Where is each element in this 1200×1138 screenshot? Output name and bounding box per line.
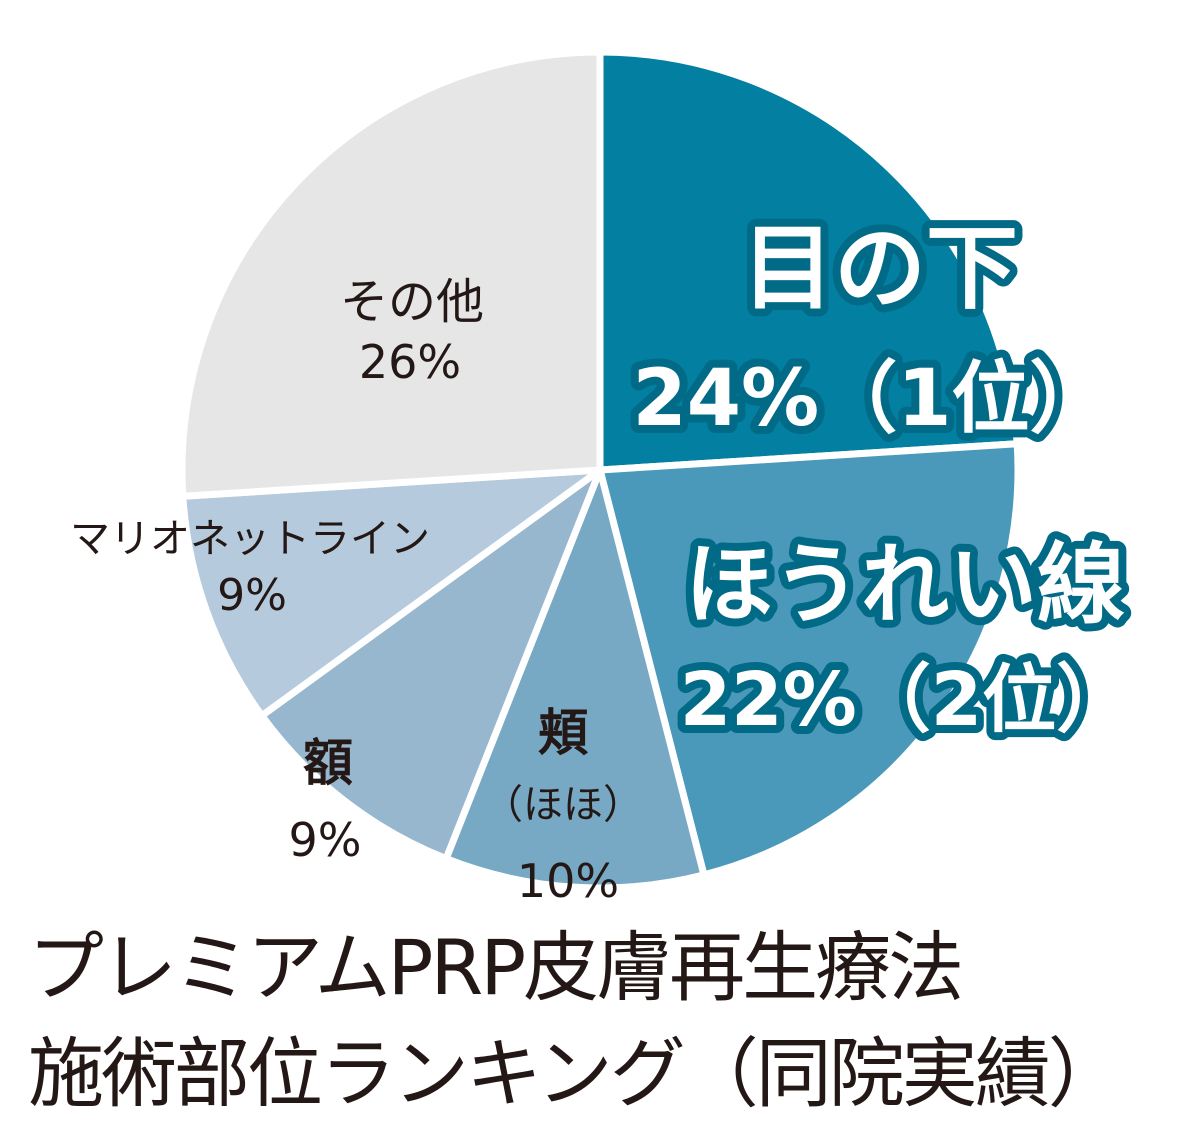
slice-value-ほうれい線: 22%（2位） <box>680 657 1131 743</box>
slice-label-マリオネットライン: マリオネットライン <box>70 516 430 562</box>
slice-label-ほうれい線: ほうれい線 <box>685 533 1125 636</box>
chart-title-line-2: 施術部位ランキング（同院実績） <box>28 1029 1124 1118</box>
pie-slice-額 <box>258 466 604 863</box>
pie-slice-頬 <box>442 466 708 892</box>
slice-label-目の下: 目の下 <box>742 215 1018 322</box>
chart-title-line-1: プレミアムPRP皮膚再生療法 <box>28 923 964 1012</box>
slice-label-頬: 頬 <box>538 704 589 762</box>
slice-label-その他: その他 <box>340 274 484 330</box>
slice-sublabel-頬: （ほほ） <box>483 782 643 828</box>
pie-slice-目の下 <box>596 48 1021 474</box>
pie-slice-その他 <box>178 48 604 500</box>
slice-value-目の下: 24%（1位） <box>633 354 1108 444</box>
slice-value-マリオネットライン: 9% <box>217 570 287 621</box>
pie-slice-ほうれい線 <box>596 440 1022 879</box>
slice-value-頬: 10% <box>517 854 619 908</box>
slice-value-額: 9% <box>289 813 362 867</box>
slice-value-その他: 26% <box>359 335 461 389</box>
pie-slice-マリオネットライン <box>179 466 604 720</box>
slice-label-額: 額 <box>303 734 353 792</box>
